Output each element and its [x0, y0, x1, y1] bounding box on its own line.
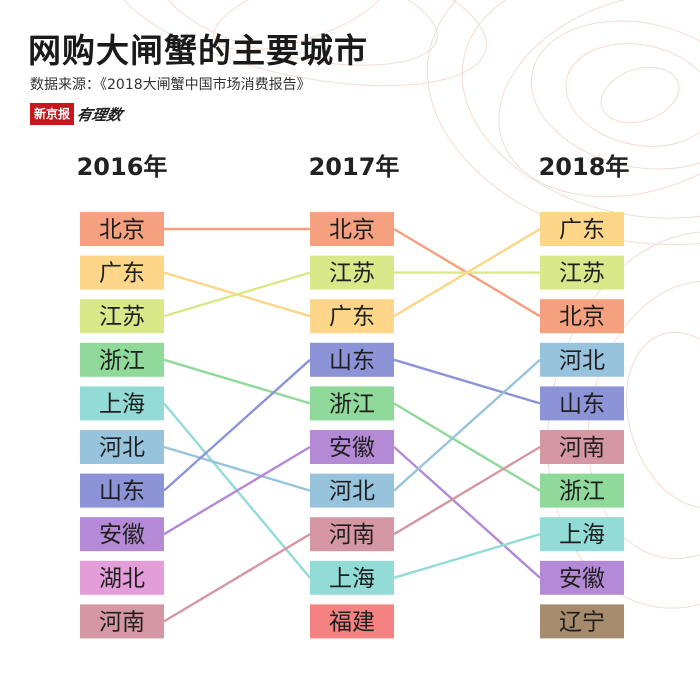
rank-box-label: 浙江: [99, 348, 145, 374]
rank-box: [80, 473, 164, 508]
rank-box-label: 山东: [329, 348, 375, 374]
rank-box-label: 北京: [99, 217, 145, 243]
rank-box: [80, 560, 164, 595]
rank-box: [540, 430, 624, 464]
connector-line: [163, 271, 311, 318]
chart-title: 网购大闸蟹的主要城市: [28, 31, 368, 70]
rank-box-label: 安徽: [99, 522, 145, 548]
contour-line: [626, 331, 700, 509]
rank-box: [310, 386, 394, 421]
rank-box: [310, 255, 394, 290]
rank-box-label: 河南: [99, 609, 145, 635]
rank-box: [80, 604, 164, 639]
connector-line: [163, 445, 311, 536]
rank-box-label: 北京: [559, 304, 605, 330]
connector-line: [163, 445, 311, 492]
rank-box-label: 安徽: [329, 435, 375, 461]
rank-box: [540, 517, 624, 552]
rank-box: [310, 560, 394, 595]
rank-box: [310, 342, 394, 377]
rank-box-label: 山东: [99, 479, 145, 505]
contour-line: [530, 20, 700, 170]
rank-box: [80, 430, 164, 464]
rank-box-label: 广东: [99, 261, 145, 287]
contour-line: [600, 66, 680, 124]
contour-line: [565, 43, 700, 147]
connector-line: [163, 358, 311, 492]
rank-box: [80, 212, 164, 246]
rank-box: [80, 386, 164, 421]
rank-box-label: 浙江: [329, 391, 375, 417]
rank-box-label: 浙江: [559, 479, 605, 505]
connector-line: [163, 358, 311, 405]
contour-line: [498, 0, 700, 198]
contour-line: [162, 0, 438, 66]
rank-box-label: 江苏: [329, 261, 375, 287]
rank-box-label: 河南: [559, 435, 605, 461]
connector-line: [393, 358, 541, 405]
brand-logo-box: 新京报: [30, 103, 75, 125]
rank-box: [310, 473, 394, 508]
connector-line: [393, 533, 541, 579]
rank-box-label: 广东: [559, 217, 605, 243]
rank-box: [540, 255, 624, 290]
rank-box-label: 上海: [329, 566, 375, 592]
rank-box-label: 上海: [559, 522, 605, 548]
rank-box: [540, 299, 624, 334]
rank-box-label: 河北: [559, 348, 605, 374]
connector-line: [393, 446, 541, 579]
rank-box: [80, 299, 164, 334]
rank-box-label: 福建: [329, 609, 375, 635]
rank-box-label: 上海: [99, 391, 145, 417]
rank-box-label: 河南: [329, 522, 375, 548]
year-label-2018: 2018年: [538, 153, 630, 181]
rank-box-label: 广东: [329, 304, 375, 330]
rank-box-label: 安徽: [559, 566, 605, 592]
rank-box: [310, 604, 394, 639]
rank-box: [80, 255, 164, 290]
rank-box-label: 湖北: [99, 566, 145, 592]
rank-box: [540, 212, 624, 246]
rank-box: [80, 342, 164, 377]
connector-line: [393, 445, 541, 536]
rank-box: [80, 517, 164, 552]
rank-box: [310, 299, 394, 334]
brand-logo: 新京报 有理数: [30, 102, 124, 126]
rank-box: [310, 517, 394, 552]
connector-line: [393, 358, 541, 492]
rank-box: [540, 560, 624, 595]
rank-box: [310, 430, 394, 464]
connector-line: [393, 402, 541, 492]
contour-line: [213, 0, 387, 51]
connector-lines: [163, 227, 541, 623]
rank-box-label: 北京: [329, 217, 375, 243]
rank-box: [540, 473, 624, 508]
connector-line: [163, 533, 311, 623]
rank-box: [310, 212, 394, 246]
rank-box-label: 河北: [329, 479, 375, 505]
year-label-2017: 2017年: [308, 153, 400, 181]
rank-box-label: 辽宁: [559, 609, 605, 635]
rank-box-label: 江苏: [99, 304, 145, 330]
rank-box: [540, 386, 624, 421]
rank-box: [540, 342, 624, 377]
rank-boxes: 北京广东江苏浙江上海河北山东安徽湖北河南北京江苏广东山东浙江安徽河北河南上海福建…: [80, 212, 624, 639]
rank-box-label: 山东: [559, 391, 605, 417]
year-label-2016: 2016年: [76, 153, 168, 181]
contour-line: [113, 0, 487, 87]
rank-box-label: 河北: [99, 435, 145, 461]
connector-line: [393, 227, 541, 318]
data-source: 数据来源：《2018大闸蟹中国市场消费报告》: [30, 77, 311, 93]
rank-box: [540, 604, 624, 639]
rank-box-label: 江苏: [559, 261, 605, 287]
